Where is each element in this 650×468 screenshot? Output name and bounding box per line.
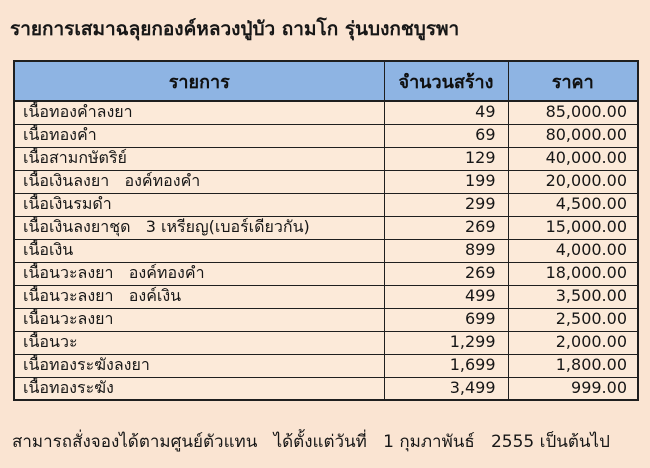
footer-note: สามารถสั่งจองได้ตามศูนย์ตัวแทน ได้ตั้งแต… — [12, 432, 610, 452]
item-cell: เนื้อนวะลงยา องค์เงิน — [13, 284, 385, 309]
page-title: รายการเสมาฉลุยกองค์หลวงปู่บัว ถามโก รุ่น… — [10, 18, 460, 40]
price-cell: 40,000.00 — [507, 146, 639, 171]
table-row: เนื้อนวะลงยา 699 2,500.00 — [13, 307, 639, 332]
item-cell: เนื้อเงินลงยา องค์ทองคำ — [13, 169, 385, 194]
quantity-cell: 49 — [383, 100, 509, 125]
header-row: รายการ จำนวนสร้าง ราคา — [13, 60, 639, 102]
price-cell: 85,000.00 — [507, 100, 639, 125]
table-row: เนื้อเงิน 899 4,000.00 — [13, 238, 639, 263]
price-cell: 4,500.00 — [507, 192, 639, 217]
table-row: เนื้อทองคำลงยา 49 85,000.00 — [13, 100, 639, 125]
quantity-cell: 199 — [383, 169, 509, 194]
quantity-cell: 1,299 — [383, 330, 509, 355]
table-row: เนื้อนวะลงยา องค์เงิน 499 3,500.00 — [13, 284, 639, 309]
column-header-quantity: จำนวนสร้าง — [383, 60, 509, 102]
table-row: เนื้อทองคำ 69 80,000.00 — [13, 123, 639, 148]
quantity-cell: 299 — [383, 192, 509, 217]
price-cell: 1,800.00 — [507, 353, 639, 378]
price-table: รายการ จำนวนสร้าง ราคา เนื้อทองคำลงยา 49 8… — [13, 60, 639, 401]
quantity-cell: 129 — [383, 146, 509, 171]
table-row: เนื้อนวะ 1,299 2,000.00 — [13, 330, 639, 355]
price-cell: 2,500.00 — [507, 307, 639, 332]
quantity-cell: 899 — [383, 238, 509, 263]
price-cell: 999.00 — [507, 376, 639, 401]
table-row: เนื้อนวะลงยา องค์ทองคำ 269 18,000.00 — [13, 261, 639, 286]
table-row: เนื้อทองระฆังลงยา 1,699 1,800.00 — [13, 353, 639, 378]
quantity-cell: 269 — [383, 215, 509, 240]
table-row: เนื้อเงินลงยาชุด 3 เหรียญ(เบอร์เดียวกัน)… — [13, 215, 639, 240]
quantity-cell: 1,699 — [383, 353, 509, 378]
quantity-cell: 269 — [383, 261, 509, 286]
price-cell: 3,500.00 — [507, 284, 639, 309]
table-row: เนื้อเงินรมดำ 299 4,500.00 — [13, 192, 639, 217]
item-cell: เนื้อทองคำลงยา — [13, 100, 385, 125]
table-row: เนื้อทองระฆัง 3,499 999.00 — [13, 376, 639, 401]
item-cell: เนื้อนวะ — [13, 330, 385, 355]
price-cell: 2,000.00 — [507, 330, 639, 355]
quantity-cell: 3,499 — [383, 376, 509, 401]
price-cell: 80,000.00 — [507, 123, 639, 148]
price-table-header: รายการ จำนวนสร้าง ราคา — [13, 60, 639, 102]
item-cell: เนื้อทองระฆังลงยา — [13, 353, 385, 378]
item-cell: เนื้อเงินลงยาชุด 3 เหรียญ(เบอร์เดียวกัน) — [13, 215, 385, 240]
item-cell: เนื้อทองระฆัง — [13, 376, 385, 401]
column-header-price: ราคา — [507, 60, 639, 102]
table-row: เนื้อสามกษัตริย์ 129 40,000.00 — [13, 146, 639, 171]
item-cell: เนื้อเงิน — [13, 238, 385, 263]
price-cell: 20,000.00 — [507, 169, 639, 194]
table-row: เนื้อเงินลงยา องค์ทองคำ 199 20,000.00 — [13, 169, 639, 194]
price-cell: 18,000.00 — [507, 261, 639, 286]
item-cell: เนื้อทองคำ — [13, 123, 385, 148]
item-cell: เนื้อนวะลงยา — [13, 307, 385, 332]
item-cell: เนื้อนวะลงยา องค์ทองคำ — [13, 261, 385, 286]
column-header-item: รายการ — [13, 60, 385, 102]
price-cell: 4,000.00 — [507, 238, 639, 263]
item-cell: เนื้อสามกษัตริย์ — [13, 146, 385, 171]
quantity-cell: 699 — [383, 307, 509, 332]
price-cell: 15,000.00 — [507, 215, 639, 240]
price-table-body: เนื้อทองคำลงยา 49 85,000.00 เนื้อทองคำ 69 80,… — [13, 100, 639, 401]
quantity-cell: 69 — [383, 123, 509, 148]
quantity-cell: 499 — [383, 284, 509, 309]
item-cell: เนื้อเงินรมดำ — [13, 192, 385, 217]
